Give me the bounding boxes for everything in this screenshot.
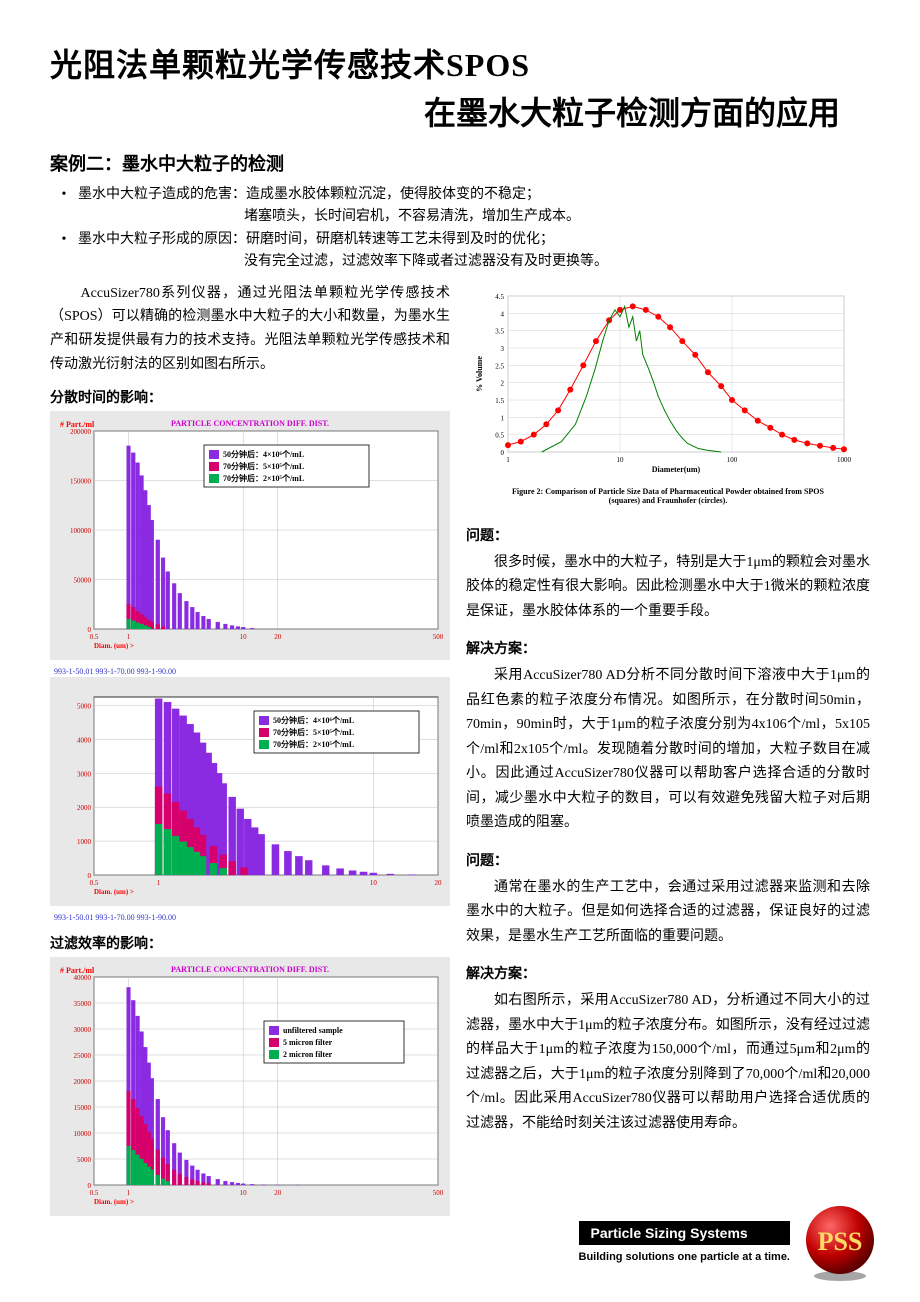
svg-text:5 micron filter: 5 micron filter: [283, 1038, 333, 1047]
svg-text:4: 4: [501, 310, 505, 318]
svg-text:70分钟后：2×10⁵个/mL: 70分钟后：2×10⁵个/mL: [273, 739, 354, 749]
ref-caption-2: (squares) and Fraunhofer (circles).: [609, 496, 728, 505]
svg-text:1000: 1000: [837, 456, 852, 464]
bullet-icon: •: [50, 229, 78, 251]
section-body: 很多时候，墨水中的大粒子，特别是大于1μm的颗粒会对墨水胶体的稳定性有很大影响。…: [466, 551, 870, 625]
svg-text:1000: 1000: [77, 838, 92, 846]
svg-text:4000: 4000: [77, 736, 92, 744]
svg-text:20000: 20000: [74, 1078, 92, 1086]
svg-text:10: 10: [617, 456, 625, 464]
bullet-subline: 堵塞喷头，长时间宕机，不容易清洗，增加生产成本。: [50, 206, 870, 228]
svg-text:Diam. (um) >: Diam. (um) >: [94, 642, 134, 650]
bullet-lead: 墨水中大粒子形成的原因：: [78, 232, 246, 247]
svg-text:10: 10: [370, 879, 378, 887]
svg-text:1: 1: [506, 456, 510, 464]
chart-code-3: 993-1-50.01 993-1-70.00 993-1-90.00: [50, 912, 450, 923]
svg-text:0.5: 0.5: [90, 1189, 99, 1197]
dispersion-chart-2: 0100020003000400050000.511020Diam. (um) …: [50, 677, 450, 906]
svg-text:35000: 35000: [74, 1000, 92, 1008]
svg-text:70分钟后：2×10⁵个/mL: 70分钟后：2×10⁵个/mL: [223, 473, 304, 483]
logo-text: PSS: [818, 1227, 863, 1256]
svg-text:200000: 200000: [70, 428, 92, 436]
section-header: 问题：: [466, 525, 870, 545]
filter-header: 过滤效率的影响：: [50, 933, 450, 953]
pss-logo: PSS: [800, 1202, 880, 1282]
svg-text:Diameter(um): Diameter(um): [652, 465, 701, 474]
svg-text:1: 1: [501, 414, 505, 422]
svg-text:2: 2: [501, 379, 505, 387]
bullet-list: • 墨水中大粒子造成的危害：造成墨水胶体颗粒沉淀，使得胶体变的不稳定； 堵塞喷头…: [50, 184, 870, 274]
svg-text:50000: 50000: [74, 576, 92, 584]
section-header: 问题：: [466, 850, 870, 870]
svg-text:15000: 15000: [74, 1104, 92, 1112]
svg-text:2000: 2000: [77, 804, 92, 812]
bullet-text: 造成墨水胶体颗粒沉淀，使得胶体变的不稳定；: [246, 187, 540, 202]
svg-text:5000: 5000: [77, 702, 92, 710]
bullet-icon: •: [50, 184, 78, 206]
svg-text:500: 500: [433, 633, 444, 641]
svg-text:PARTICLE CONCENTRATION DIFF. D: PARTICLE CONCENTRATION DIFF. DIST.: [171, 965, 329, 974]
svg-text:Diam. (um) >: Diam. (um) >: [94, 1198, 134, 1206]
svg-text:10: 10: [240, 1189, 248, 1197]
dispersion-header: 分散时间的影响：: [50, 387, 450, 407]
bullet-text: 研磨时间，研磨机转速等工艺未得到及时的优化；: [246, 232, 554, 247]
svg-text:20: 20: [435, 879, 443, 887]
svg-text:20: 20: [274, 633, 282, 641]
brand-bar: Particle Sizing Systems: [579, 1221, 790, 1245]
svg-text:100000: 100000: [70, 527, 92, 535]
title-line2: 在墨水大粒子检测方面的应用: [50, 88, 870, 134]
svg-text:3000: 3000: [77, 770, 92, 778]
svg-text:5000: 5000: [77, 1156, 92, 1164]
svg-text:1: 1: [127, 633, 131, 641]
case-subtitle: 案例二：墨水中大粒子的检测: [50, 150, 870, 176]
brand-slogan: Building solutions one particle at a tim…: [579, 1251, 790, 1263]
svg-text:1.5: 1.5: [495, 397, 504, 405]
svg-text:0.5: 0.5: [90, 879, 99, 887]
bullet-subline: 没有完全过滤，过滤效率下降或者过滤器没有及时更换等。: [50, 251, 870, 273]
reference-chart: 0 0.5 1 1.5 2 2.5 3 3.5 4 4.5 1 10 100 1000 Diameter(u…: [466, 282, 870, 511]
svg-text:3: 3: [501, 345, 505, 353]
section-header: 解决方案：: [466, 963, 870, 983]
svg-text:0.5: 0.5: [495, 431, 504, 439]
svg-text:2 micron filter: 2 micron filter: [283, 1050, 333, 1059]
svg-text:% Volume: % Volume: [475, 355, 484, 391]
svg-text:0.5: 0.5: [90, 633, 99, 641]
footer: Particle Sizing Systems Building solutio…: [579, 1202, 880, 1282]
svg-text:PARTICLE CONCENTRATION DIFF. D: PARTICLE CONCENTRATION DIFF. DIST.: [171, 419, 329, 428]
svg-text:30000: 30000: [74, 1026, 92, 1034]
svg-text:100: 100: [727, 456, 738, 464]
svg-text:70分钟后：5×10⁵个/mL: 70分钟后：5×10⁵个/mL: [223, 461, 304, 471]
svg-text:1: 1: [157, 879, 161, 887]
section-body: 通常在墨水的生产工艺中，会通过采用过滤器来监测和去除墨水中的大粒子。但是如何选择…: [466, 876, 870, 950]
section-header: 解决方案：: [466, 638, 870, 658]
svg-text:3.5: 3.5: [495, 327, 504, 335]
bullet-lead: 墨水中大粒子造成的危害：: [78, 187, 246, 202]
title-line1: 光阻法单颗粒光学传感技术SPOS: [50, 40, 870, 86]
svg-text:Diam. (um) >: Diam. (um) >: [94, 888, 134, 896]
svg-text:50分钟后：4×10⁶个/mL: 50分钟后：4×10⁶个/mL: [273, 715, 354, 725]
svg-text:500: 500: [433, 1189, 444, 1197]
svg-text:40000: 40000: [74, 974, 92, 982]
svg-text:70分钟后：5×10⁵个/mL: 70分钟后：5×10⁵个/mL: [273, 727, 354, 737]
dispersion-chart-1: PARTICLE CONCENTRATION DIFF. DIST.# Part…: [50, 411, 450, 660]
svg-text:150000: 150000: [70, 477, 92, 485]
svg-text:25000: 25000: [74, 1052, 92, 1060]
svg-text:10000: 10000: [74, 1130, 92, 1138]
svg-text:1: 1: [127, 1189, 131, 1197]
section-body: 如右图所示，采用AccuSizer780 AD，分析通过不同大小的过滤器，墨水中…: [466, 989, 870, 1136]
svg-text:2.5: 2.5: [495, 362, 504, 370]
svg-text:50分钟后：4×10⁶个/mL: 50分钟后：4×10⁶个/mL: [223, 449, 304, 459]
section-body: 采用AccuSizer780 AD分析不同分散时间下溶液中大于1μm的品红色素的…: [466, 664, 870, 836]
svg-text:0: 0: [501, 449, 505, 457]
svg-text:unfiltered sample: unfiltered sample: [283, 1026, 343, 1035]
filter-chart: PARTICLE CONCENTRATION DIFF. DIST.# Part…: [50, 957, 450, 1216]
ref-caption-1: Figure 2: Comparison of Particle Size Da…: [512, 487, 824, 496]
svg-text:10: 10: [240, 633, 248, 641]
svg-text:20: 20: [274, 1189, 282, 1197]
svg-text:4.5: 4.5: [495, 293, 504, 301]
chart-code-2: 993-1-50.01 993-1-70.00 993-1-90.00: [50, 666, 450, 677]
intro-paragraph: AccuSizer780系列仪器，通过光阻法单颗粒光学传感技术（SPOS）可以精…: [50, 282, 450, 377]
